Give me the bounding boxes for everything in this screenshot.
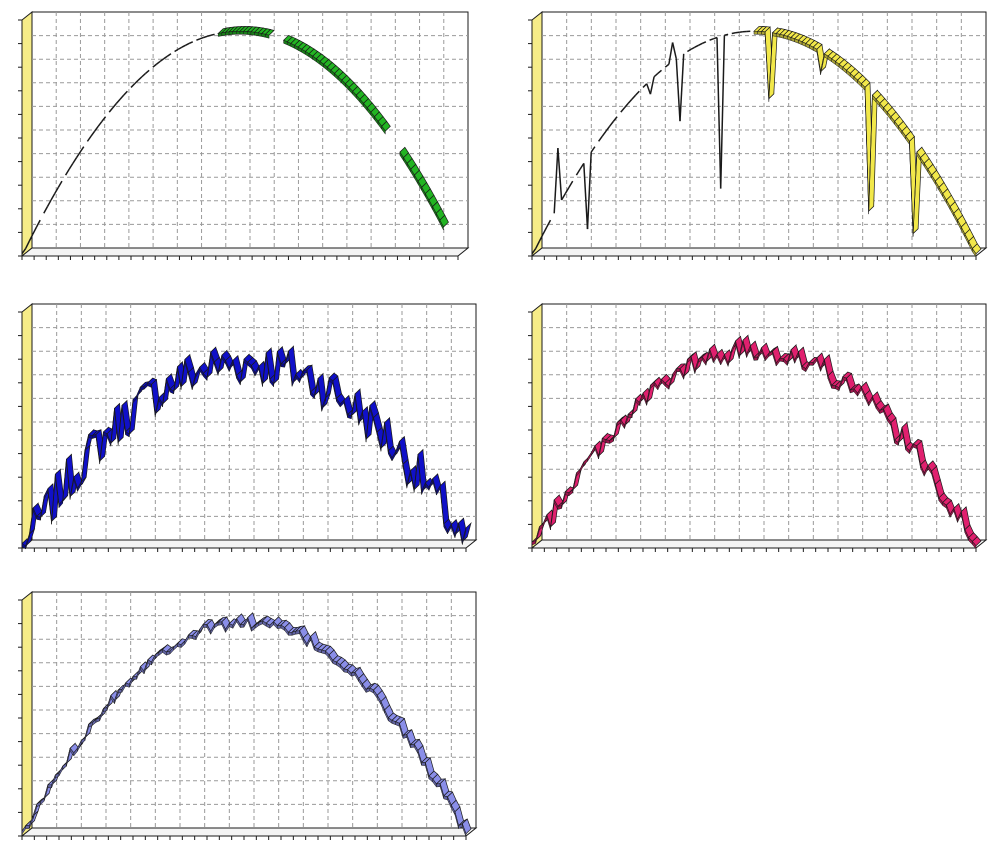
- series-segment-side: [344, 669, 348, 673]
- series-segment-side: [233, 31, 237, 34]
- series-segment-side: [411, 744, 415, 748]
- chart-panel-green: [8, 6, 472, 268]
- series-segment-side: [218, 33, 222, 37]
- chart-panel-magenta: [518, 298, 990, 560]
- series-segment-side: [26, 825, 30, 828]
- floor: [22, 540, 476, 548]
- series-segment-side: [351, 672, 355, 676]
- series-segment-side: [222, 32, 226, 36]
- left-wall: [532, 12, 542, 256]
- series-segment-side: [422, 762, 426, 765]
- series-segment: [732, 33, 736, 34]
- series-segment-side: [177, 644, 181, 648]
- series-segment-side: [403, 734, 407, 738]
- series-segment-side: [218, 622, 222, 626]
- series-segment-side: [773, 33, 777, 37]
- series-segment-side: [262, 33, 266, 37]
- series-segment-side: [255, 32, 259, 36]
- chart-svg: [8, 6, 472, 268]
- chart-panel-yellow: [518, 6, 990, 268]
- series-segment: [207, 35, 211, 36]
- series-segment-side: [277, 625, 281, 629]
- chart-panel-lavender: [8, 586, 480, 848]
- series-segment-side: [240, 31, 244, 34]
- series-segment-side: [776, 33, 780, 37]
- floor: [22, 828, 476, 836]
- chart-svg: [8, 298, 480, 560]
- series-segment-side: [48, 785, 52, 788]
- chart-panel-blue: [8, 298, 480, 560]
- series-segment-side: [761, 31, 765, 34]
- series-segment-side: [236, 31, 240, 34]
- floor: [532, 540, 986, 548]
- series-segment-side: [203, 624, 207, 627]
- series-segment-side: [780, 34, 784, 38]
- series-segment-side: [628, 414, 632, 418]
- left-wall: [22, 592, 32, 836]
- series-segment-side: [296, 631, 300, 634]
- series-segment-side: [265, 34, 269, 38]
- series-segment-side: [288, 632, 292, 635]
- left-wall: [532, 304, 542, 548]
- series-segment-side: [303, 370, 307, 374]
- series-segment-side: [133, 676, 137, 679]
- series-segment-side: [229, 31, 233, 34]
- series-segment-side: [676, 369, 680, 372]
- chart-svg: [8, 586, 480, 848]
- series-segment-side: [37, 516, 41, 520]
- series-segment-side: [140, 386, 144, 390]
- series-segment-side: [436, 784, 440, 787]
- floor: [22, 248, 468, 256]
- chart-svg: [518, 6, 990, 268]
- series-segment-side: [754, 357, 758, 360]
- series-segment: [724, 34, 728, 35]
- series-segment-side: [810, 362, 814, 365]
- series-segment: [211, 34, 215, 35]
- series-segment-side: [258, 33, 262, 37]
- series-segment-side: [89, 435, 93, 439]
- series-segment-side: [281, 364, 285, 367]
- series-segment-side: [240, 624, 244, 627]
- series-segment-side: [444, 796, 448, 800]
- series-segment: [736, 32, 740, 33]
- series-segment-side: [754, 31, 758, 34]
- series-segment-side: [225, 32, 229, 35]
- chart-svg: [518, 298, 990, 560]
- left-wall: [22, 12, 32, 256]
- floor: [532, 248, 986, 256]
- series-segment-side: [189, 635, 193, 639]
- series-segment-side: [606, 440, 610, 444]
- series-segment-side: [118, 689, 122, 693]
- series-segment-side: [780, 358, 784, 362]
- left-wall: [22, 304, 32, 548]
